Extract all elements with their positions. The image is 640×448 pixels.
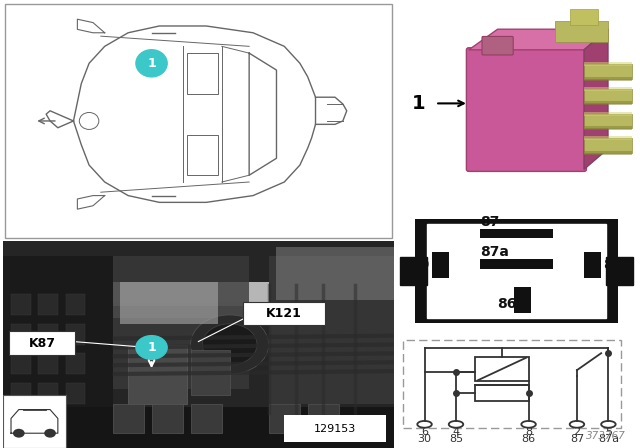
Bar [415, 219, 618, 323]
Bar [187, 134, 218, 175]
Bar [284, 415, 386, 442]
Text: 6: 6 [421, 427, 428, 437]
Circle shape [136, 336, 167, 359]
Circle shape [44, 429, 56, 438]
Bar [584, 87, 632, 91]
Bar [66, 324, 85, 345]
Text: 87a: 87a [480, 246, 509, 259]
Bar [152, 404, 183, 433]
Text: 30: 30 [410, 258, 429, 272]
Text: 1: 1 [147, 341, 156, 354]
Bar [66, 383, 85, 404]
Bar [556, 21, 608, 42]
Text: 8: 8 [525, 427, 532, 437]
Circle shape [136, 50, 167, 77]
Text: 5: 5 [605, 427, 612, 437]
Bar [38, 383, 58, 404]
Bar [480, 259, 553, 269]
Bar [38, 294, 58, 315]
Bar [480, 229, 553, 238]
Text: 87: 87 [570, 434, 584, 444]
Bar [187, 53, 218, 94]
Bar [584, 136, 632, 141]
Bar [403, 340, 621, 428]
Text: K121: K121 [266, 307, 302, 320]
Bar [584, 252, 601, 278]
Text: 2: 2 [573, 427, 580, 437]
Bar [269, 404, 300, 433]
Bar [128, 345, 187, 404]
Polygon shape [584, 29, 608, 169]
Circle shape [13, 429, 25, 438]
Bar [38, 353, 58, 374]
Bar [191, 404, 222, 433]
Text: 129153: 129153 [314, 424, 356, 434]
Bar [584, 62, 632, 66]
Bar [584, 64, 632, 79]
Bar [66, 294, 85, 315]
Bar [514, 287, 531, 313]
Bar [3, 256, 113, 418]
Bar [476, 385, 529, 401]
Bar [401, 257, 427, 285]
Text: K87: K87 [29, 336, 56, 349]
Text: 373767: 373767 [586, 431, 625, 441]
Bar [42, 303, 296, 318]
Bar [269, 256, 394, 404]
Bar [570, 9, 598, 25]
Bar [3, 407, 394, 448]
Bar [584, 112, 632, 116]
Text: 4: 4 [452, 427, 460, 437]
Bar [113, 256, 249, 389]
Bar [276, 247, 394, 300]
Bar [432, 252, 449, 278]
Bar [11, 324, 31, 345]
Bar [11, 294, 31, 315]
Bar [11, 353, 31, 374]
Bar [38, 324, 58, 345]
FancyBboxPatch shape [467, 48, 586, 172]
Text: 86: 86 [522, 434, 536, 444]
FancyBboxPatch shape [9, 331, 76, 355]
Bar [42, 282, 296, 306]
Bar [584, 101, 632, 105]
Bar [584, 126, 632, 130]
Polygon shape [468, 29, 608, 50]
Text: 86: 86 [497, 297, 516, 310]
Text: 1: 1 [147, 57, 156, 70]
Bar [584, 151, 632, 155]
Text: 85: 85 [449, 434, 463, 444]
Text: 87a: 87a [598, 434, 619, 444]
Circle shape [202, 324, 257, 365]
Text: 85: 85 [604, 258, 623, 272]
Bar [584, 89, 632, 103]
Text: 87: 87 [480, 215, 500, 229]
Bar [66, 353, 85, 374]
Bar [191, 350, 230, 395]
Bar [120, 282, 218, 324]
Text: 1: 1 [412, 94, 426, 113]
Bar [584, 114, 632, 128]
Bar [308, 404, 339, 433]
Bar [11, 383, 31, 404]
Circle shape [191, 315, 269, 374]
Bar [427, 224, 606, 318]
FancyBboxPatch shape [482, 36, 513, 55]
Bar [584, 77, 632, 81]
Bar [476, 357, 529, 381]
Bar [113, 404, 144, 433]
Bar [3, 395, 66, 448]
Bar [606, 257, 632, 285]
Bar [584, 138, 632, 153]
FancyBboxPatch shape [243, 302, 325, 325]
Text: 30: 30 [417, 434, 431, 444]
